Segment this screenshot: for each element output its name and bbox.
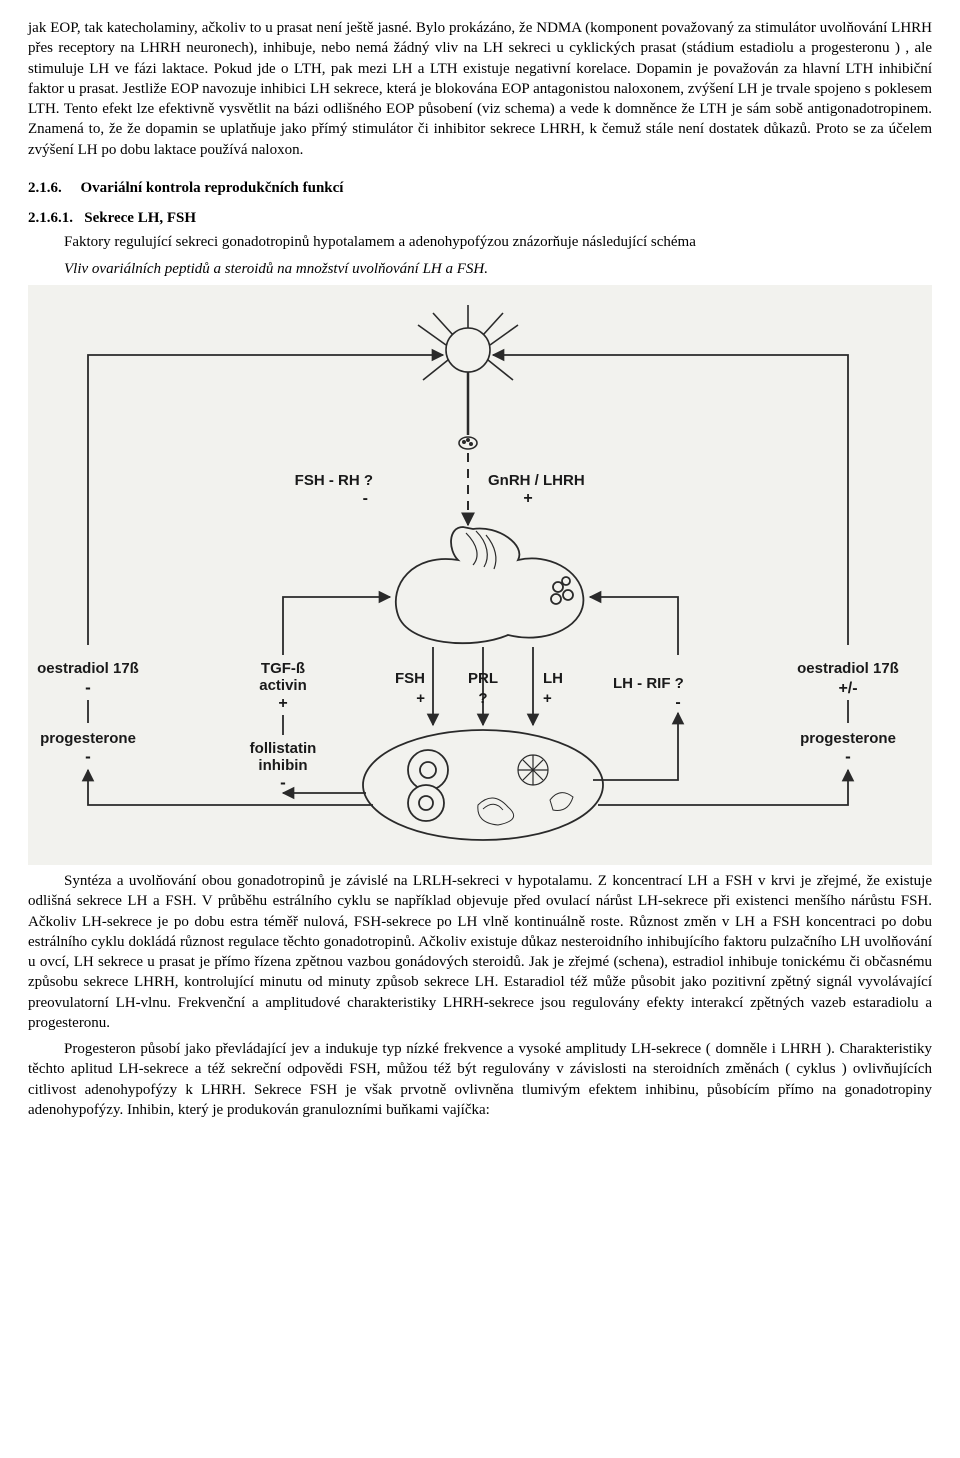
subsection-title: Sekrece LH, FSH xyxy=(84,210,196,226)
subsection-number: 2.1.6.1. xyxy=(28,210,73,226)
label-minus: - xyxy=(280,773,286,792)
ovary-icon xyxy=(363,730,603,840)
section-heading: 2.1.6. Ovariální kontrola reprodukčních … xyxy=(28,178,932,198)
label-tgf: TGF-ß xyxy=(261,660,305,677)
label-fsh-rh: FSH - RH ? xyxy=(295,472,373,489)
subsection-heading: 2.1.6.1. Sekrece LH, FSH xyxy=(28,208,932,228)
diagram-container: FSH - RH ? - GnRH / LHRH + FSH PRL LH + … xyxy=(28,285,932,865)
paragraph-synthesis: Syntéza a uvolňování obou gonadotropinů … xyxy=(28,871,932,1033)
ovary-lhrif-arrow xyxy=(593,713,678,780)
label-gnrh: GnRH / LHRH xyxy=(488,472,585,489)
label-fsh: FSH xyxy=(395,670,425,687)
figure-caption: Vliv ovariálních peptidů a steroidů na m… xyxy=(28,259,932,279)
label-plus: + xyxy=(416,690,425,707)
section-title: Ovariální kontrola reprodukčních funkcí xyxy=(81,180,344,196)
label-minus: - xyxy=(363,490,368,507)
label-oestradiol-right: oestradiol 17ß xyxy=(797,660,899,677)
label-prl: PRL xyxy=(468,670,498,687)
label-plus: + xyxy=(543,690,552,707)
label-progesterone-right: progesterone xyxy=(800,730,896,747)
label-plus: + xyxy=(278,695,287,712)
feedback-left-arrow xyxy=(88,355,443,645)
hormone-diagram: FSH - RH ? - GnRH / LHRH + FSH PRL LH + … xyxy=(28,295,908,855)
label-lhrif: LH - RIF ? xyxy=(613,675,684,692)
label-plus: + xyxy=(523,490,532,507)
paragraph-schema-intro: Faktory regulující sekreci gonadotropinů… xyxy=(28,232,932,252)
neuron-icon xyxy=(418,305,518,449)
inner-left-arrow xyxy=(283,597,390,655)
label-follistatin: follistatin xyxy=(250,740,317,757)
label-plusminus: +/- xyxy=(838,680,857,697)
label-minus: - xyxy=(675,694,680,711)
label-activin: activin xyxy=(259,677,307,694)
paragraph-intro: jak EOP, tak katecholaminy, ačkoliv to u… xyxy=(28,18,932,160)
label-lh: LH xyxy=(543,670,563,687)
label-progesterone-left: progesterone xyxy=(40,730,136,747)
label-oestradiol-left: oestradiol 17ß xyxy=(37,660,139,677)
label-minus: - xyxy=(845,747,851,766)
paragraph-progesteron: Progesteron působí jako převládající jev… xyxy=(28,1039,932,1120)
label-minus: - xyxy=(85,747,91,766)
label-minus: - xyxy=(85,678,91,697)
ovary-right-arrow xyxy=(598,770,848,805)
label-question: ? xyxy=(478,690,487,707)
section-number: 2.1.6. xyxy=(28,180,62,196)
label-inhibin: inhibin xyxy=(258,757,307,774)
ovary-left-arrow xyxy=(88,770,373,805)
inner-right-arrow xyxy=(590,597,678,655)
pituitary-icon xyxy=(396,527,584,643)
